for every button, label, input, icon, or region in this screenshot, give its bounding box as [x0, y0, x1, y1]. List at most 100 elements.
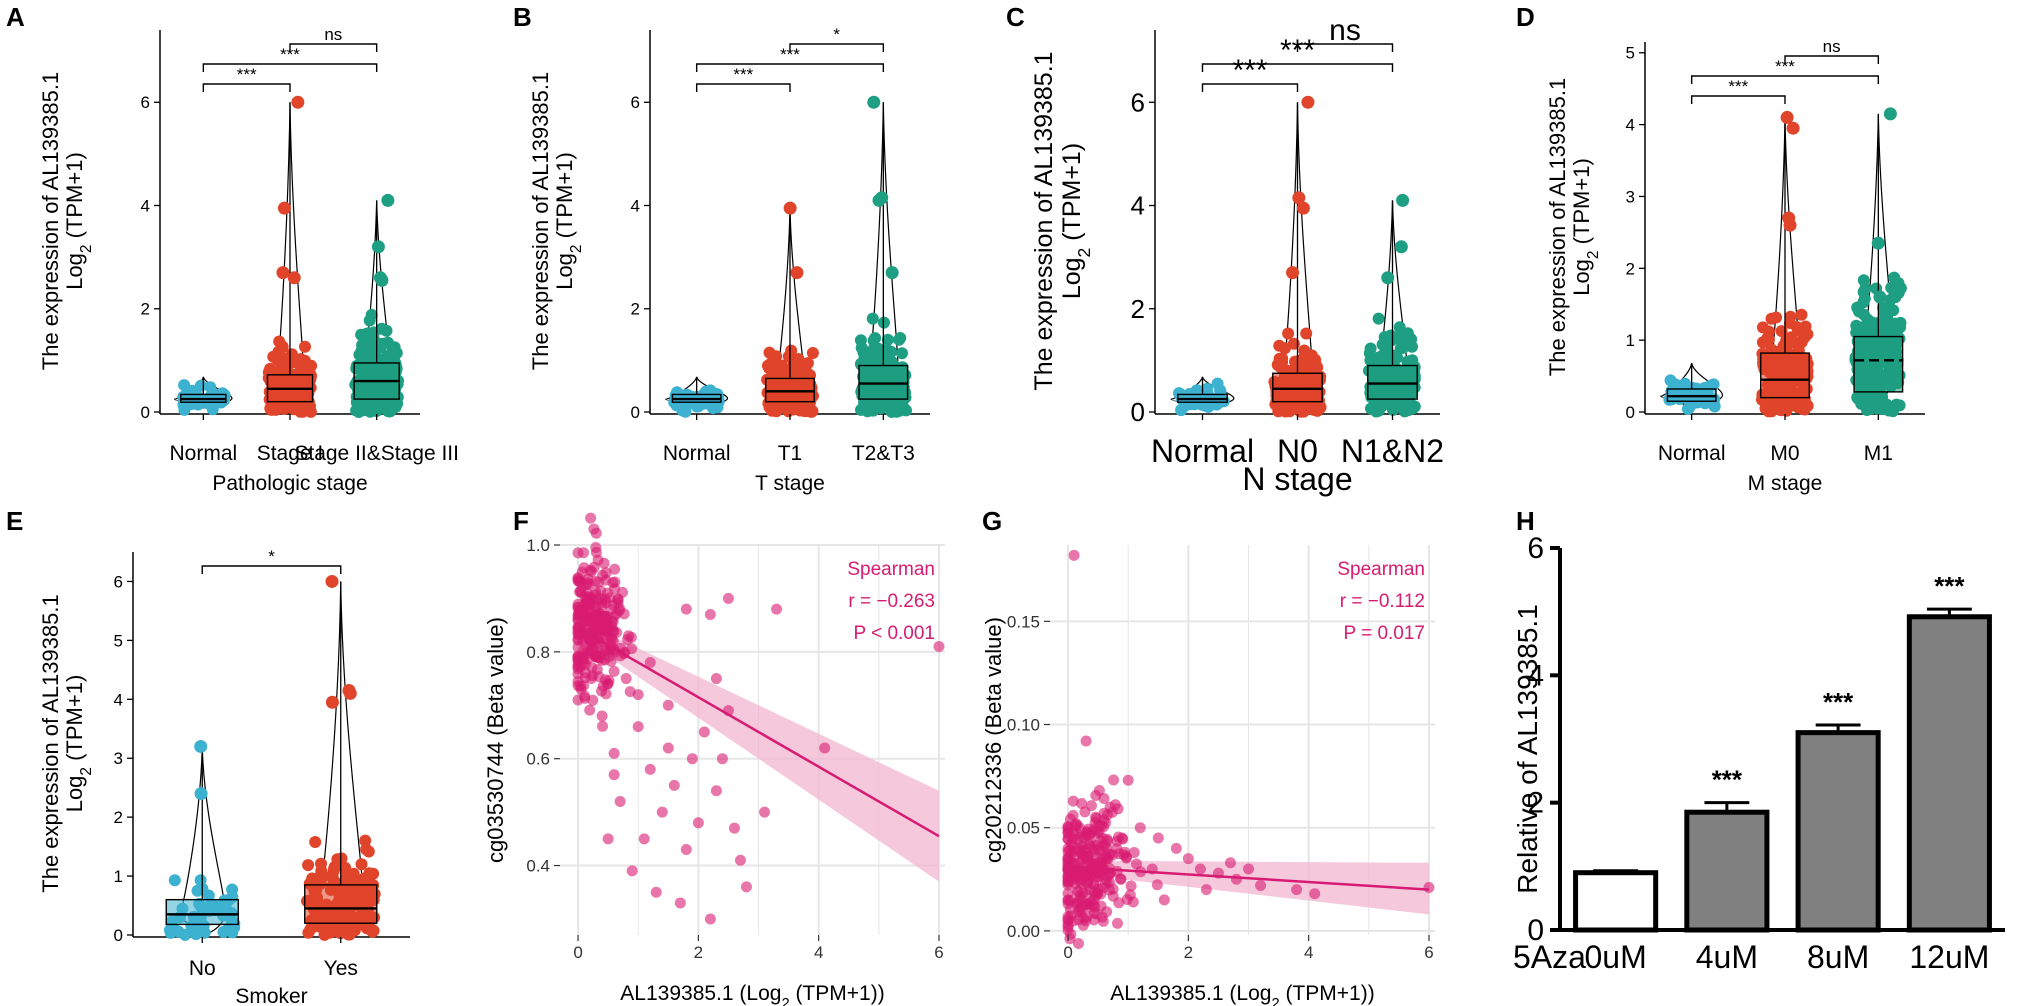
bar — [1573, 870, 1659, 933]
data-point — [668, 779, 680, 791]
significance-label: *** — [780, 45, 800, 64]
data-point — [1255, 879, 1267, 891]
outlier-point — [1394, 240, 1408, 254]
panel-letter: C — [1006, 2, 1025, 32]
y-tick-label: 4 — [114, 690, 123, 709]
data-point — [614, 605, 625, 616]
x-tick-label: 8uM — [1807, 939, 1869, 975]
data-point — [896, 347, 908, 360]
significance-bracket — [1296, 43, 1394, 52]
data-point — [587, 694, 599, 706]
data-point — [1401, 355, 1414, 368]
data-point — [1664, 374, 1677, 387]
data-point — [1293, 354, 1306, 367]
box — [1760, 352, 1810, 399]
data-point — [638, 833, 650, 845]
data-point — [1298, 344, 1311, 357]
bar — [1684, 809, 1770, 933]
data-point — [587, 611, 599, 623]
box — [765, 377, 815, 403]
y-axis-label: The expression of AL139385.1 — [38, 594, 63, 892]
outlier-point — [1396, 193, 1410, 207]
outlier-point — [1786, 121, 1800, 135]
significance-bracket — [1690, 75, 1880, 84]
outlier-point — [325, 695, 339, 709]
y-tick-label: 0 — [1131, 397, 1145, 427]
data-point — [854, 334, 867, 347]
data-point — [204, 381, 217, 394]
data-point — [597, 720, 608, 732]
data-point — [601, 626, 613, 638]
y-tick-label: 2 — [1527, 787, 1544, 820]
data-point — [302, 859, 315, 872]
spearman-p: P = 0.017 — [1343, 623, 1425, 644]
data-point — [1128, 846, 1140, 858]
data-point — [1096, 911, 1108, 923]
data-point — [1182, 853, 1194, 865]
data-point — [1121, 894, 1133, 905]
data-point — [704, 608, 716, 620]
y-axis-label: Relative of AL139385.1 — [1512, 604, 1543, 894]
x-tick-label: Stage I — [257, 442, 324, 465]
y-label-part: Log — [1058, 257, 1086, 299]
data-point — [360, 843, 373, 856]
y-label-subscript: 2 — [1074, 248, 1094, 258]
data-point — [309, 836, 322, 848]
data-point — [728, 822, 740, 834]
data-point — [572, 575, 584, 587]
y-label-part: (TPM+1) — [62, 152, 87, 244]
bar — [1795, 730, 1881, 933]
y-tick-label: 5 — [1626, 44, 1635, 63]
y-axis-label: The expression of AL139385.1 — [1030, 51, 1058, 390]
x-tick-label: 12uM — [1909, 939, 1989, 975]
outlier-point — [1381, 271, 1395, 285]
y-tick-label: 3 — [1626, 187, 1635, 206]
data-point — [572, 602, 584, 614]
x-tick-label: 4uM — [1696, 939, 1758, 975]
significance-bracket — [789, 43, 885, 52]
x-tick-label: Normal — [663, 442, 731, 465]
data-point — [335, 852, 348, 865]
significance-label: * — [268, 547, 275, 566]
treatment-row-label: 5Aza — [1513, 939, 1586, 975]
data-point — [1243, 863, 1255, 875]
significance-bracket — [695, 83, 791, 92]
data-point — [1107, 890, 1119, 902]
data-point — [1170, 842, 1182, 854]
significance-label: *** — [1934, 571, 1965, 601]
y-tick-label: 6 — [1527, 532, 1544, 565]
data-point — [599, 614, 611, 626]
y-tick-label: 0.00 — [1007, 922, 1040, 941]
data-point — [1388, 349, 1401, 362]
y-label-subscript: 2 — [78, 767, 95, 776]
data-point — [574, 586, 586, 598]
panel-letter: H — [1516, 506, 1535, 536]
data-point — [1893, 399, 1906, 412]
data-point — [609, 563, 621, 575]
data-point — [590, 542, 602, 553]
outlier-point — [291, 95, 305, 109]
x-tick-label: No — [189, 957, 216, 980]
y-axis-label: cg20212336 (Beta value) — [981, 617, 1006, 863]
x-axis-label: M stage — [1748, 472, 1823, 495]
spearman-p: P < 0.001 — [853, 623, 935, 644]
data-point — [380, 324, 393, 337]
outlier-point — [867, 95, 881, 109]
x-tick-label: Stage II&Stage III — [294, 442, 459, 465]
data-point — [1194, 863, 1206, 875]
data-point — [1151, 879, 1163, 891]
data-point — [1282, 327, 1295, 340]
x-axis-label: AL139385.1 (Log2 (TPM+1)) — [1110, 982, 1374, 1006]
data-point — [1112, 917, 1123, 929]
data-point — [1098, 793, 1110, 804]
box — [304, 884, 378, 924]
y-axis-label: The expression of AL139385.1 — [38, 72, 63, 370]
data-point — [572, 653, 584, 665]
y-tick-label: 1 — [114, 867, 123, 886]
x-tick-label: 2 — [694, 943, 703, 962]
significance-bracket — [202, 83, 291, 92]
y-tick-label: 0 — [631, 403, 640, 422]
data-point — [656, 806, 668, 818]
box — [165, 898, 239, 926]
